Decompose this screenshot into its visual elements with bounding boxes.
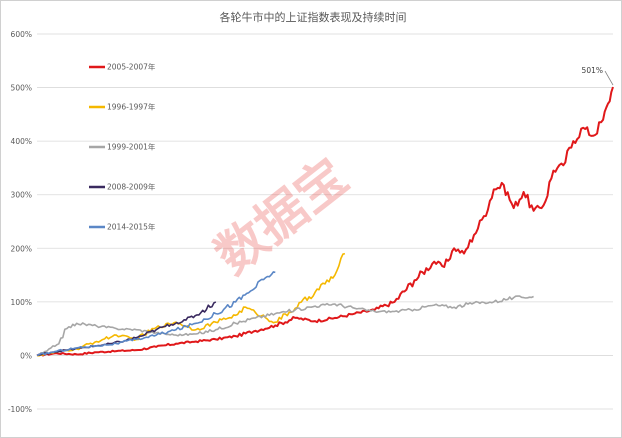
chart-title: 各轮牛市中的上证指数表现及持续时间 <box>220 10 407 24</box>
y-tick-label: 600% <box>11 30 32 39</box>
y-tick-label: 100% <box>11 298 32 307</box>
y-tick-label: 500% <box>11 84 32 93</box>
y-axis-ticks: -100% 0% 100% 200% 300% 400% 500% 600% <box>8 30 32 414</box>
y-tick-label: 300% <box>11 191 32 200</box>
legend-label: 2014-2015年 <box>107 222 156 232</box>
series-line <box>36 86 614 357</box>
series-line <box>36 252 346 357</box>
annotation-leader <box>604 70 614 86</box>
legend-label: 1999-2001年 <box>107 142 156 152</box>
y-tick-label: 200% <box>11 244 32 253</box>
grid <box>37 33 613 410</box>
y-tick-label: 400% <box>11 137 32 146</box>
y-tick-label: -100% <box>8 405 32 414</box>
legend-label: 1996-1997年 <box>107 102 156 112</box>
annotations: 501% <box>582 66 614 86</box>
annotation-label: 501% <box>582 66 603 75</box>
series-layer <box>36 86 614 357</box>
watermark: 数据宝 <box>205 147 359 285</box>
legend-label: 2008-2009年 <box>107 182 156 192</box>
series-line <box>36 271 276 357</box>
legend-label: 2005-2007年 <box>107 62 156 72</box>
series-line <box>36 295 534 357</box>
legend: 2005-2007年 1996-1997年 1999-2001年 2008-2009年… <box>89 62 156 232</box>
y-tick-label: 0% <box>20 351 32 360</box>
